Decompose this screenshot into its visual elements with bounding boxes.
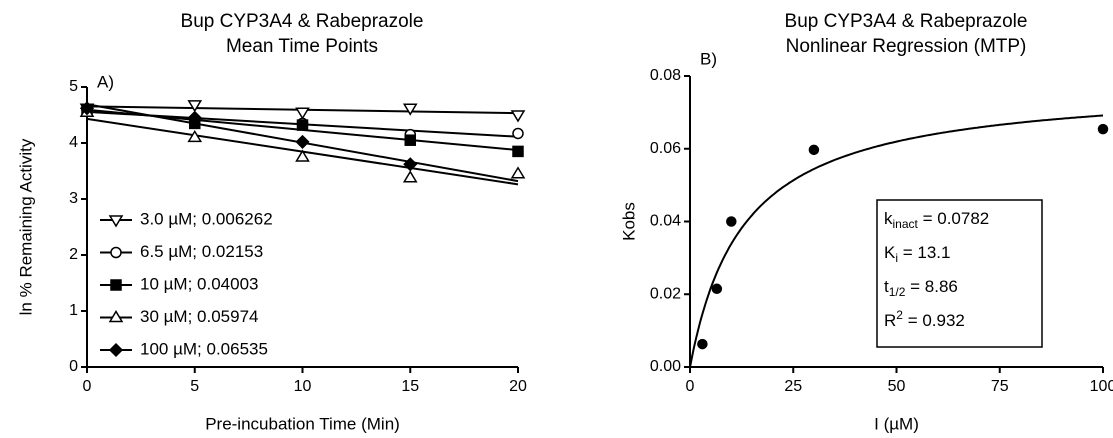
x-axis-label: I (µM) [874,414,919,433]
chart-title: Nonlinear Regression (MTP) [786,36,1027,57]
fit-param: R2 = 0.932 [884,308,965,330]
fit-value: 0.932 [922,311,965,330]
legend-marker [108,342,124,358]
fit-sep: = [903,311,922,330]
y-tick-label: 0.06 [650,140,681,157]
fit-sep: = [918,209,937,228]
y-tick-label: 0.04 [650,213,681,230]
marker [726,216,737,227]
x-tick-label: 10 [294,378,312,395]
y-tick-label: 0 [69,358,78,375]
marker [808,144,820,156]
fit-symbol: t [884,277,889,296]
legend-label: 3.0 µM; 0.006262 [140,209,273,228]
y-axis-label: ln % Remaining Activity [16,138,35,315]
legend-marker [110,279,122,291]
y-tick-label: 2 [69,246,78,263]
marker [403,157,418,172]
marker [1097,123,1109,135]
marker [697,338,708,350]
marker [510,110,526,123]
chart-title: Bup CYP3A4 & Rabeprazole [785,11,1028,32]
marker [295,134,310,149]
x-tick-label: 75 [991,378,1009,395]
fit-param: kinact = 0.0782 [884,209,989,231]
fit-subscript: 1/2 [889,285,906,299]
x-tick-label: 50 [888,378,906,395]
marker [187,129,203,143]
y-tick-label: 1 [69,302,78,319]
fit-sep: = [905,277,924,296]
y-tick-label: 0.02 [650,285,681,302]
marker [296,119,309,131]
legend-marker [108,310,124,323]
marker [512,127,524,140]
fit-box [876,199,1043,348]
fit-value: 8.86 [925,277,958,296]
x-axis-label: Pre-incubation Time (Min) [205,414,400,433]
legend-marker [108,215,124,228]
fit-param: Ki = 13.1 [884,243,950,265]
y-tick-label: 0.00 [650,358,681,375]
y-tick-label: 5 [69,78,78,95]
marker [512,145,524,158]
legend-label: 100 µM; 0.06535 [140,339,268,358]
fit-value: 13.1 [917,243,950,262]
chart-title: Bup CYP3A4 & Rabeprazole [181,11,424,32]
legend-label: 30 µM; 0.05974 [140,307,259,326]
y-tick-label: 4 [69,134,78,151]
chart-title: Mean Time Points [226,36,378,57]
fit-subscript: inact [893,217,919,231]
fit-symbol: K [884,243,896,262]
fit-symbol: k [884,209,893,228]
fit-superscript: 2 [896,308,903,322]
x-tick-label: 25 [784,378,802,395]
x-tick-label: 5 [190,378,199,395]
fit-param: t1/2 = 8.86 [884,277,958,299]
fit-value: 0.0782 [937,209,989,228]
x-tick-label: 100 [1090,378,1113,395]
marker [404,134,416,146]
marker [295,107,310,120]
fit-curve [689,114,1104,368]
marker [711,283,723,295]
fit-subscript: i [895,251,898,265]
x-tick-label: 20 [509,378,527,395]
y-axis-label: Kobs [619,202,638,241]
legend-label: 6.5 µM; 0.02153 [140,242,263,261]
x-tick-label: 0 [686,378,695,395]
marker [402,103,418,116]
marker [402,170,418,183]
y-tick-label: 0.08 [650,67,681,84]
marker [187,110,202,125]
legend-marker [110,246,122,259]
marker [187,100,203,113]
panel-label: B) [700,49,717,68]
x-tick-label: 0 [83,378,92,395]
x-tick-label: 15 [401,378,419,395]
panel-label: A) [97,72,114,91]
marker [295,149,310,162]
marker [79,101,95,116]
fit-sep: = [898,243,917,262]
fit-symbol: R [884,311,896,330]
y-tick-label: 3 [69,190,78,207]
legend-label: 10 µM; 0.04003 [140,274,259,293]
marker [510,166,526,179]
